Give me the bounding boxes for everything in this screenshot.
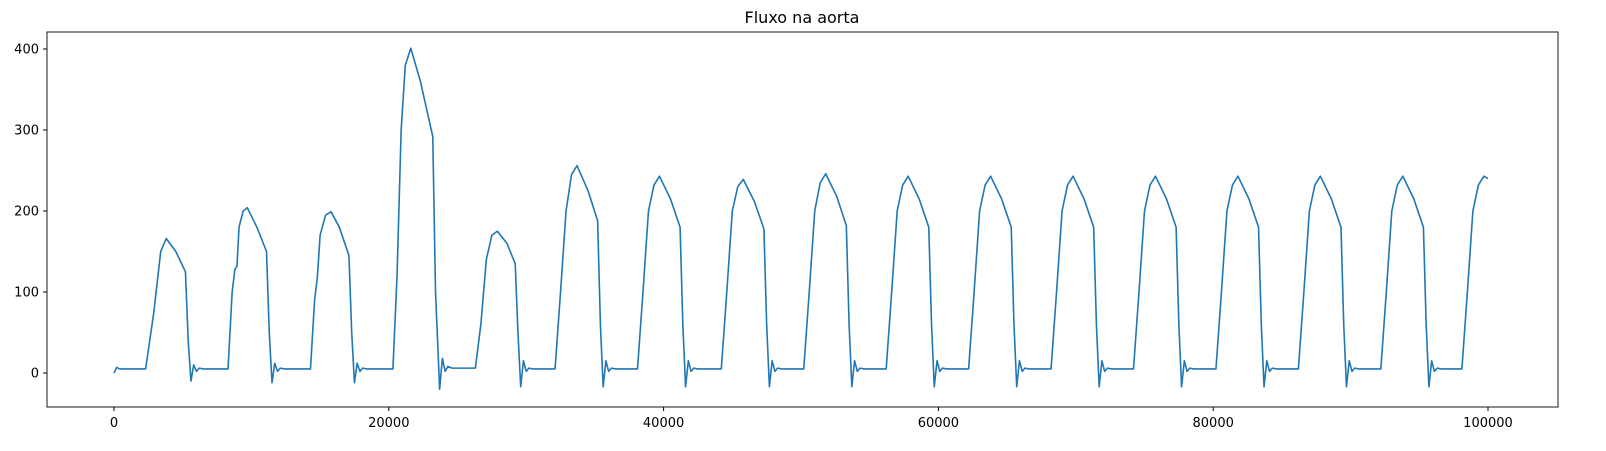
x-tick-label: 100000 [1463,416,1513,431]
y-tick-label: 200 [14,204,39,219]
x-tick-label: 40000 [643,416,684,431]
x-tick-label: 60000 [918,416,959,431]
chart-title: Fluxo na aorta [745,8,860,27]
y-tick-label: 100 [14,285,39,300]
y-tick-label: 400 [14,43,39,58]
data-line [113,47,1489,390]
y-tick-label: 300 [14,124,39,139]
x-tick-label: 0 [110,416,118,431]
y-tick-label: 0 [31,366,39,381]
x-tick-label: 20000 [368,416,409,431]
x-tick-label: 80000 [1193,416,1234,431]
plot-frame [46,31,1559,408]
